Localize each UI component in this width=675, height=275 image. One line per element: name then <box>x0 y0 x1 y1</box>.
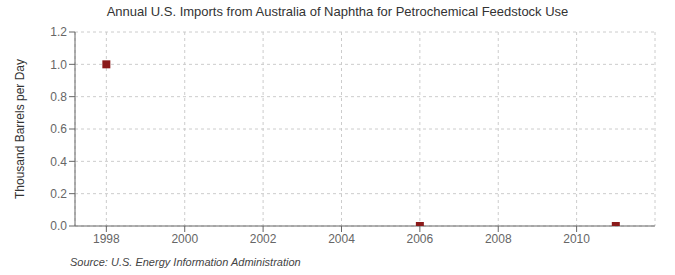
svg-text:0.6: 0.6 <box>50 122 67 136</box>
html-text:Annual U.S. Imports from Austr: Annual U.S. Imports from Australia of Na… <box>106 4 569 19</box>
svg-text:0.0: 0.0 <box>50 219 67 233</box>
svg-text:2008: 2008 <box>485 232 512 246</box>
svg-text:2000: 2000 <box>171 232 198 246</box>
svg-text:2004: 2004 <box>328 232 355 246</box>
svg-text:1.0: 1.0 <box>50 58 67 72</box>
svg-text:2006: 2006 <box>407 232 434 246</box>
svg-text:0.4: 0.4 <box>50 155 67 169</box>
svg-text:0.2: 0.2 <box>50 187 67 201</box>
svg-text:Thousand Barrels per Day: Thousand Barrels per Day <box>13 59 27 199</box>
svg-text:2002: 2002 <box>250 232 277 246</box>
svg-text:2010: 2010 <box>563 232 590 246</box>
svg-text:1998: 1998 <box>93 232 120 246</box>
svg-text:0.8: 0.8 <box>50 90 67 104</box>
html-text:Source: U.S. Energy Informatio: Source: U.S. Energy Information Administ… <box>70 256 301 268</box>
svg-text:1.2: 1.2 <box>50 25 67 39</box>
